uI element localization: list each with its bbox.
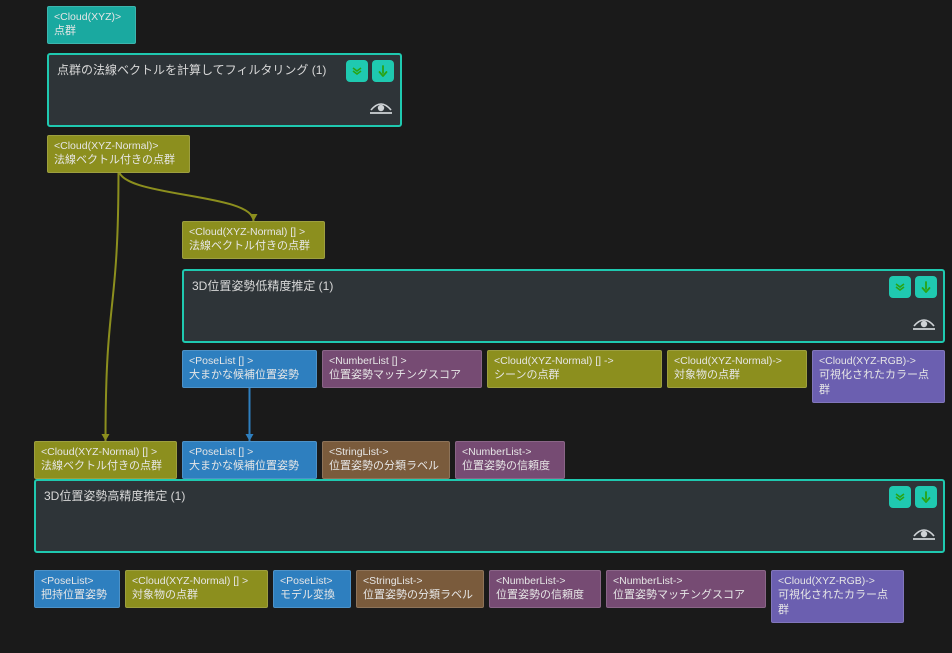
port-output-rgb-cloud-2[interactable]: <Cloud(XYZ-RGB)-> 可視化されたカラー点群 <box>771 570 904 623</box>
port-output-model-transform[interactable]: <PoseList> モデル変換 <box>273 570 351 608</box>
visibility-icon[interactable] <box>913 316 935 337</box>
port-type: <StringList-> <box>329 445 443 459</box>
visibility-icon[interactable] <box>370 100 392 121</box>
port-label: 位置姿勢の分類ラベル <box>363 588 477 603</box>
collapse-icon[interactable] <box>889 486 911 508</box>
port-type: <Cloud(XYZ-Normal)> <box>54 139 183 153</box>
port-type: <PoseList [] > <box>189 445 310 459</box>
node-filter-normals[interactable]: 点群の法線ベクトルを計算してフィルタリング (1) <box>47 53 402 127</box>
port-input-cloud-normal[interactable]: <Cloud(XYZ-Normal) [] > 法線ベクトル付きの点群 <box>182 221 325 259</box>
node-title: 3D位置姿勢低精度推定 (1) <box>192 279 333 293</box>
port-input-confidence[interactable]: <NumberList-> 位置姿勢の信頼度 <box>455 441 565 479</box>
port-output-poselist[interactable]: <PoseList [] > 大まかな候補位置姿勢 <box>182 350 317 388</box>
port-type: <Cloud(XYZ-Normal) [] > <box>41 445 170 459</box>
port-output-rgb-cloud[interactable]: <Cloud(XYZ-RGB)-> 可視化されたカラー点群 <box>812 350 945 403</box>
port-type: <Cloud(XYZ-Normal) [] > <box>189 225 318 239</box>
port-type: <Cloud(XYZ-Normal)-> <box>674 354 800 368</box>
port-label: 位置姿勢の信頼度 <box>496 588 594 603</box>
port-label: 対象物の点群 <box>132 588 261 603</box>
run-icon[interactable] <box>372 60 394 82</box>
port-type: <Cloud(XYZ)> <box>54 10 129 24</box>
node-toolbar <box>342 60 394 82</box>
run-icon[interactable] <box>915 486 937 508</box>
run-icon[interactable] <box>915 276 937 298</box>
node-toolbar <box>885 486 937 508</box>
port-label: 点群 <box>54 24 129 39</box>
port-type: <Cloud(XYZ-Normal) [] > <box>132 574 261 588</box>
port-label: 法線ベクトル付きの点群 <box>54 153 183 168</box>
node-low-precision[interactable]: 3D位置姿勢低精度推定 (1) <box>182 269 945 343</box>
port-type: <StringList-> <box>363 574 477 588</box>
port-output-confidence[interactable]: <NumberList-> 位置姿勢の信頼度 <box>489 570 601 608</box>
port-type: <NumberList [] > <box>329 354 475 368</box>
port-output-target-cloud[interactable]: <Cloud(XYZ-Normal)-> 対象物の点群 <box>667 350 807 388</box>
port-label: 把持位置姿勢 <box>41 588 113 603</box>
port-input-class-label[interactable]: <StringList-> 位置姿勢の分類ラベル <box>322 441 450 479</box>
port-type: <Cloud(XYZ-Normal) [] -> <box>494 354 655 368</box>
collapse-icon[interactable] <box>346 60 368 82</box>
port-input-cloud-normal-2[interactable]: <Cloud(XYZ-Normal) [] > 法線ベクトル付きの点群 <box>34 441 177 479</box>
port-label: モデル変換 <box>280 588 344 603</box>
port-output-normals[interactable]: <Cloud(XYZ-Normal)> 法線ベクトル付きの点群 <box>47 135 190 173</box>
port-input-cloud[interactable]: <Cloud(XYZ)> 点群 <box>47 6 136 44</box>
port-input-poselist[interactable]: <PoseList [] > 大まかな候補位置姿勢 <box>182 441 317 479</box>
port-label: 位置姿勢マッチングスコア <box>613 588 759 603</box>
port-label: 法線ベクトル付きの点群 <box>189 239 318 254</box>
visibility-icon[interactable] <box>913 526 935 547</box>
port-output-target-cloud-2[interactable]: <Cloud(XYZ-Normal) [] > 対象物の点群 <box>125 570 268 608</box>
port-output-class-label[interactable]: <StringList-> 位置姿勢の分類ラベル <box>356 570 484 608</box>
port-label: 対象物の点群 <box>674 368 800 383</box>
port-label: 可視化されたカラー点群 <box>819 368 938 398</box>
node-title: 点群の法線ベクトルを計算してフィルタリング (1) <box>57 63 326 77</box>
port-type: <Cloud(XYZ-RGB)-> <box>778 574 897 588</box>
port-label: 位置姿勢の分類ラベル <box>329 459 443 474</box>
port-type: <PoseList> <box>280 574 344 588</box>
node-title: 3D位置姿勢高精度推定 (1) <box>44 489 185 503</box>
port-output-matching-score[interactable]: <NumberList [] > 位置姿勢マッチングスコア <box>322 350 482 388</box>
port-label: 位置姿勢マッチングスコア <box>329 368 475 383</box>
port-label: 大まかな候補位置姿勢 <box>189 368 310 383</box>
port-type: <PoseList> <box>41 574 113 588</box>
port-type: <NumberList-> <box>613 574 759 588</box>
port-label: 大まかな候補位置姿勢 <box>189 459 310 474</box>
flow-canvas: <Cloud(XYZ)> 点群 点群の法線ベクトルを計算してフィルタリング (1… <box>0 0 952 653</box>
port-type: <Cloud(XYZ-RGB)-> <box>819 354 938 368</box>
port-output-matching-score-2[interactable]: <NumberList-> 位置姿勢マッチングスコア <box>606 570 766 608</box>
port-output-grasp-pose[interactable]: <PoseList> 把持位置姿勢 <box>34 570 120 608</box>
port-type: <NumberList-> <box>496 574 594 588</box>
node-toolbar <box>885 276 937 298</box>
port-label: 可視化されたカラー点群 <box>778 588 897 618</box>
port-label: 法線ベクトル付きの点群 <box>41 459 170 474</box>
node-high-precision[interactable]: 3D位置姿勢高精度推定 (1) <box>34 479 945 553</box>
port-type: <PoseList [] > <box>189 354 310 368</box>
port-label: シーンの点群 <box>494 368 655 383</box>
port-output-scene-cloud[interactable]: <Cloud(XYZ-Normal) [] -> シーンの点群 <box>487 350 662 388</box>
port-type: <NumberList-> <box>462 445 558 459</box>
collapse-icon[interactable] <box>889 276 911 298</box>
port-label: 位置姿勢の信頼度 <box>462 459 558 474</box>
